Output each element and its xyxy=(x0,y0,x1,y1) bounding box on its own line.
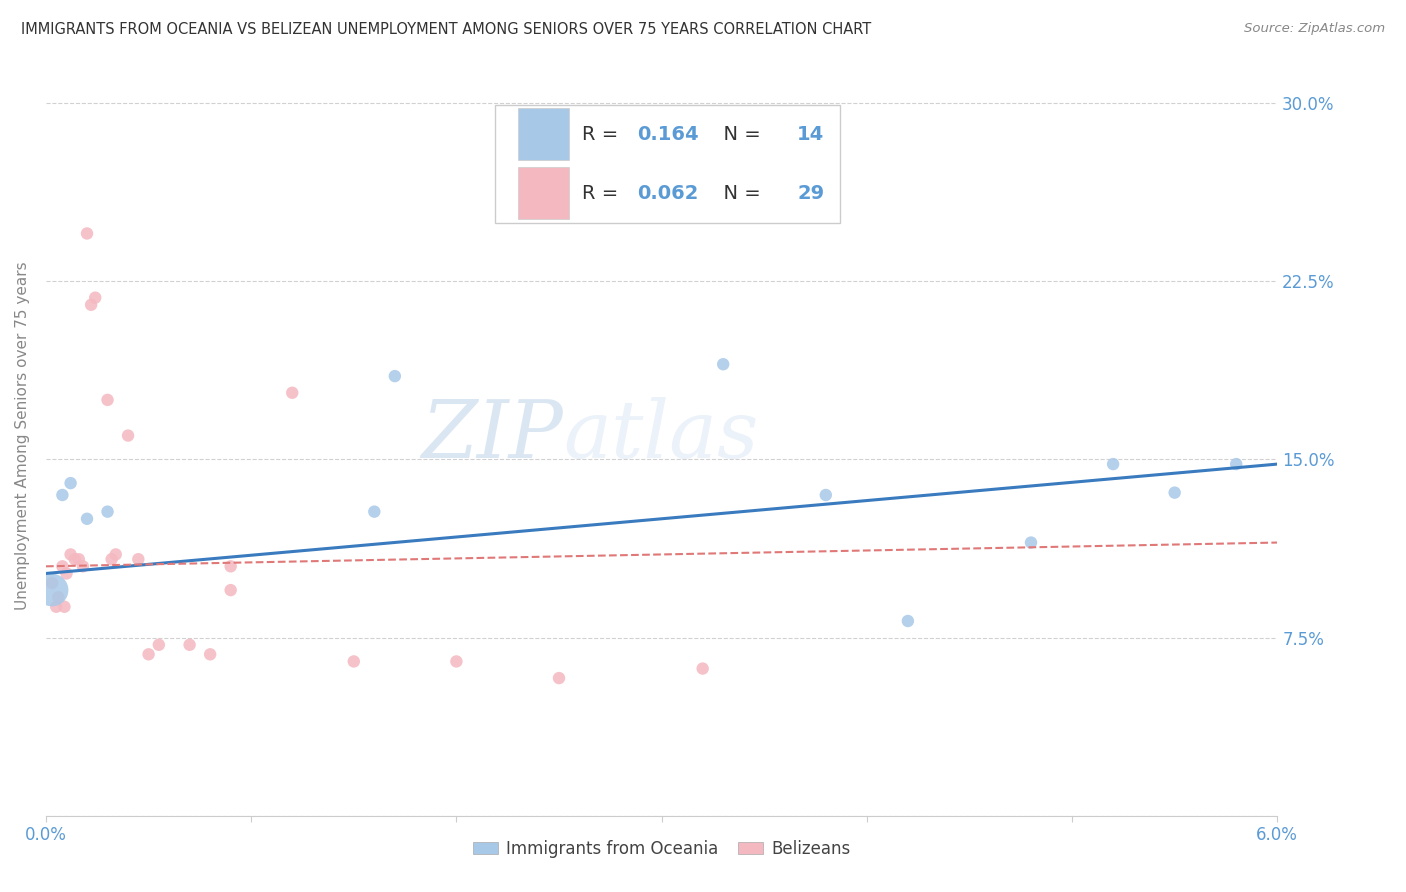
FancyBboxPatch shape xyxy=(495,104,841,222)
Point xyxy=(363,505,385,519)
Point xyxy=(96,505,118,519)
Point xyxy=(117,428,139,442)
Point xyxy=(55,566,77,581)
Text: R =: R = xyxy=(582,184,624,202)
Text: Source: ZipAtlas.com: Source: ZipAtlas.com xyxy=(1244,22,1385,36)
Point xyxy=(711,357,734,371)
Point xyxy=(814,488,837,502)
Point xyxy=(179,638,201,652)
Point xyxy=(548,671,571,685)
Bar xyxy=(517,108,569,160)
Point xyxy=(281,385,304,400)
Point xyxy=(219,559,242,574)
Point xyxy=(59,476,82,491)
Point xyxy=(100,552,122,566)
Point xyxy=(84,291,107,305)
Point xyxy=(384,369,406,384)
Point xyxy=(72,559,94,574)
Point xyxy=(446,655,468,669)
Point xyxy=(59,548,82,562)
Point xyxy=(45,599,67,614)
Point xyxy=(41,583,63,598)
Point xyxy=(76,512,98,526)
Text: atlas: atlas xyxy=(564,397,758,475)
Text: N =: N = xyxy=(711,184,766,202)
Legend: Immigrants from Oceania, Belizeans: Immigrants from Oceania, Belizeans xyxy=(465,833,858,864)
Point xyxy=(104,548,127,562)
Point xyxy=(343,655,366,669)
Point xyxy=(692,662,714,676)
Point xyxy=(53,599,76,614)
Point xyxy=(1102,457,1125,471)
Point xyxy=(1225,457,1247,471)
Point xyxy=(76,227,98,241)
Point xyxy=(897,614,920,628)
Point xyxy=(67,552,90,566)
Point xyxy=(46,591,69,605)
Text: 0.062: 0.062 xyxy=(637,184,699,202)
Text: N =: N = xyxy=(711,125,766,144)
Bar xyxy=(517,167,569,219)
Point xyxy=(51,559,73,574)
Point xyxy=(80,298,103,312)
Text: 29: 29 xyxy=(797,184,824,202)
Text: IMMIGRANTS FROM OCEANIA VS BELIZEAN UNEMPLOYMENT AMONG SENIORS OVER 75 YEARS COR: IMMIGRANTS FROM OCEANIA VS BELIZEAN UNEM… xyxy=(21,22,872,37)
Point xyxy=(51,488,73,502)
Point xyxy=(63,552,86,566)
Y-axis label: Unemployment Among Seniors over 75 years: Unemployment Among Seniors over 75 years xyxy=(15,261,30,610)
Point xyxy=(219,583,242,598)
Text: R =: R = xyxy=(582,125,624,144)
Point xyxy=(138,648,160,662)
Point xyxy=(1163,485,1185,500)
Text: 14: 14 xyxy=(797,125,824,144)
Point xyxy=(198,648,221,662)
Point xyxy=(127,552,149,566)
Point xyxy=(1019,535,1042,549)
Point xyxy=(148,638,170,652)
Point xyxy=(96,392,118,407)
Point xyxy=(41,576,63,591)
Text: ZIP: ZIP xyxy=(422,397,564,475)
Text: 0.164: 0.164 xyxy=(637,125,699,144)
